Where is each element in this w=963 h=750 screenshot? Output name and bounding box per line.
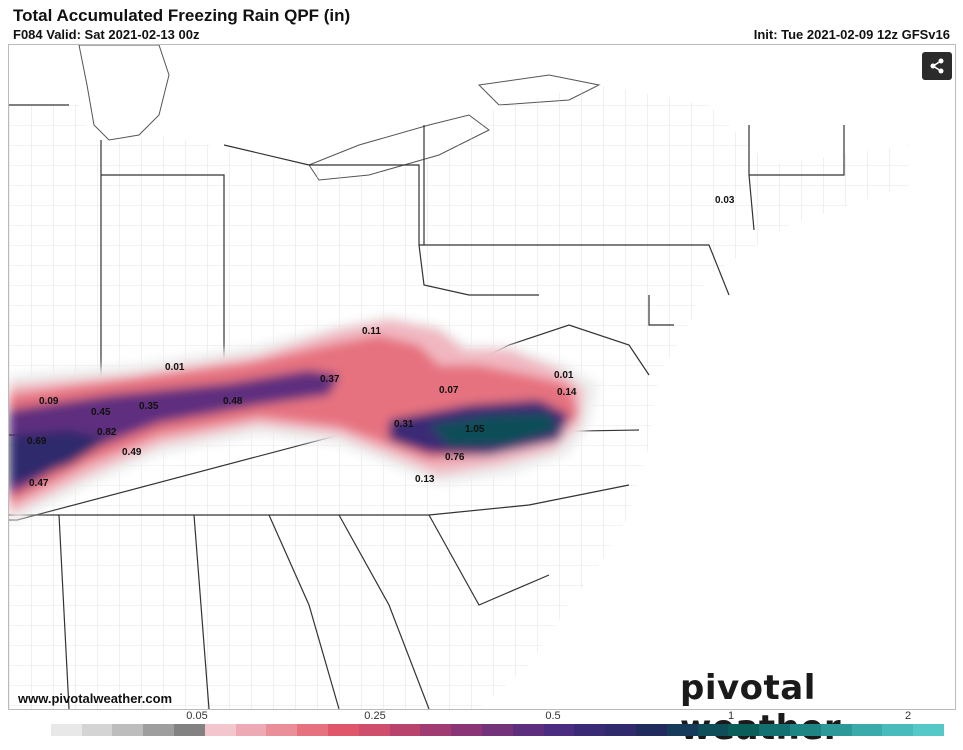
value-label: 1.05 (465, 424, 485, 435)
value-label: 0.82 (97, 427, 117, 438)
map-svg: 0.11 0.01 0.37 0.09 0.45 0.35 0.48 0.69 … (9, 45, 955, 709)
legend-swatch (266, 724, 298, 736)
value-label: 0.31 (394, 419, 414, 430)
value-label: 0.47 (29, 478, 49, 489)
legend-tick: 0.5 (545, 710, 561, 722)
legend-swatch (697, 724, 729, 736)
legend-swatch (851, 724, 883, 736)
legend-swatch (481, 724, 513, 736)
legend-swatch (173, 724, 205, 736)
value-label: 0.03 (715, 195, 735, 206)
legend-swatch (358, 724, 390, 736)
legend-swatch (81, 724, 113, 736)
legend-swatch (882, 724, 914, 736)
atlantic-ocean (569, 195, 955, 709)
value-label: 0.45 (91, 407, 111, 418)
share-button[interactable] (922, 52, 952, 80)
value-label: 0.01 (554, 370, 574, 381)
legend-swatch (574, 724, 606, 736)
legend-swatch (20, 724, 51, 736)
legend-swatch (789, 724, 821, 736)
value-label: 0.07 (439, 385, 459, 396)
legend-tick: 0.05 (186, 710, 208, 722)
legend-swatch (235, 724, 267, 736)
precip-shading (9, 315, 599, 525)
value-label: 0.37 (320, 374, 340, 385)
valid-time: F084 Valid: Sat 2021-02-13 00z (13, 27, 200, 42)
value-label: 0.49 (122, 447, 142, 458)
init-time: Init: Tue 2021-02-09 12z GFSv16 (753, 27, 950, 42)
legend-swatch (605, 724, 636, 736)
legend-swatch (204, 724, 236, 736)
value-label: 0.13 (415, 474, 435, 485)
legend-swatch (143, 724, 174, 736)
legend-swatch (728, 724, 760, 736)
legend-swatch (112, 724, 144, 736)
color-legend (20, 724, 944, 736)
legend-swatch (759, 724, 790, 736)
value-label: 0.76 (445, 452, 465, 463)
legend-tick: 1 (727, 710, 735, 722)
pivotal-weather-logo: pivotal weather (680, 668, 841, 748)
lake-michigan (78, 45, 170, 141)
legend-swatch (820, 724, 852, 736)
legend-swatch (389, 724, 421, 736)
value-label: 0.14 (557, 387, 577, 398)
legend-swatch (666, 724, 698, 736)
legend-swatch (451, 724, 482, 736)
legend-tick: 2 (904, 710, 912, 722)
legend-swatch (297, 724, 328, 736)
value-label: 0.11 (362, 326, 381, 337)
value-label: 0.01 (165, 362, 185, 373)
legend-swatch (543, 724, 575, 736)
value-label: 0.69 (27, 436, 47, 447)
value-label: 0.35 (139, 401, 159, 412)
share-icon (930, 58, 944, 74)
legend-swatch (512, 724, 544, 736)
legend-swatch (420, 724, 452, 736)
map-title: Total Accumulated Freezing Rain QPF (in) (13, 6, 351, 25)
map-canvas[interactable]: 0.11 0.01 0.37 0.09 0.45 0.35 0.48 0.69 … (8, 44, 956, 710)
legend-tick: 0.25 (364, 710, 386, 722)
value-label: 0.09 (39, 396, 59, 407)
value-label: 0.48 (223, 396, 243, 407)
legend-swatch (50, 724, 82, 736)
water-bodies (78, 45, 955, 709)
legend-swatch (913, 724, 944, 736)
legend-swatch (635, 724, 667, 736)
header: Total Accumulated Freezing Rain QPF (in)… (0, 0, 963, 44)
site-url-watermark: www.pivotalweather.com (18, 691, 173, 706)
legend-swatch (327, 724, 359, 736)
value-labels: 0.11 0.01 0.37 0.09 0.45 0.35 0.48 0.69 … (27, 195, 735, 489)
